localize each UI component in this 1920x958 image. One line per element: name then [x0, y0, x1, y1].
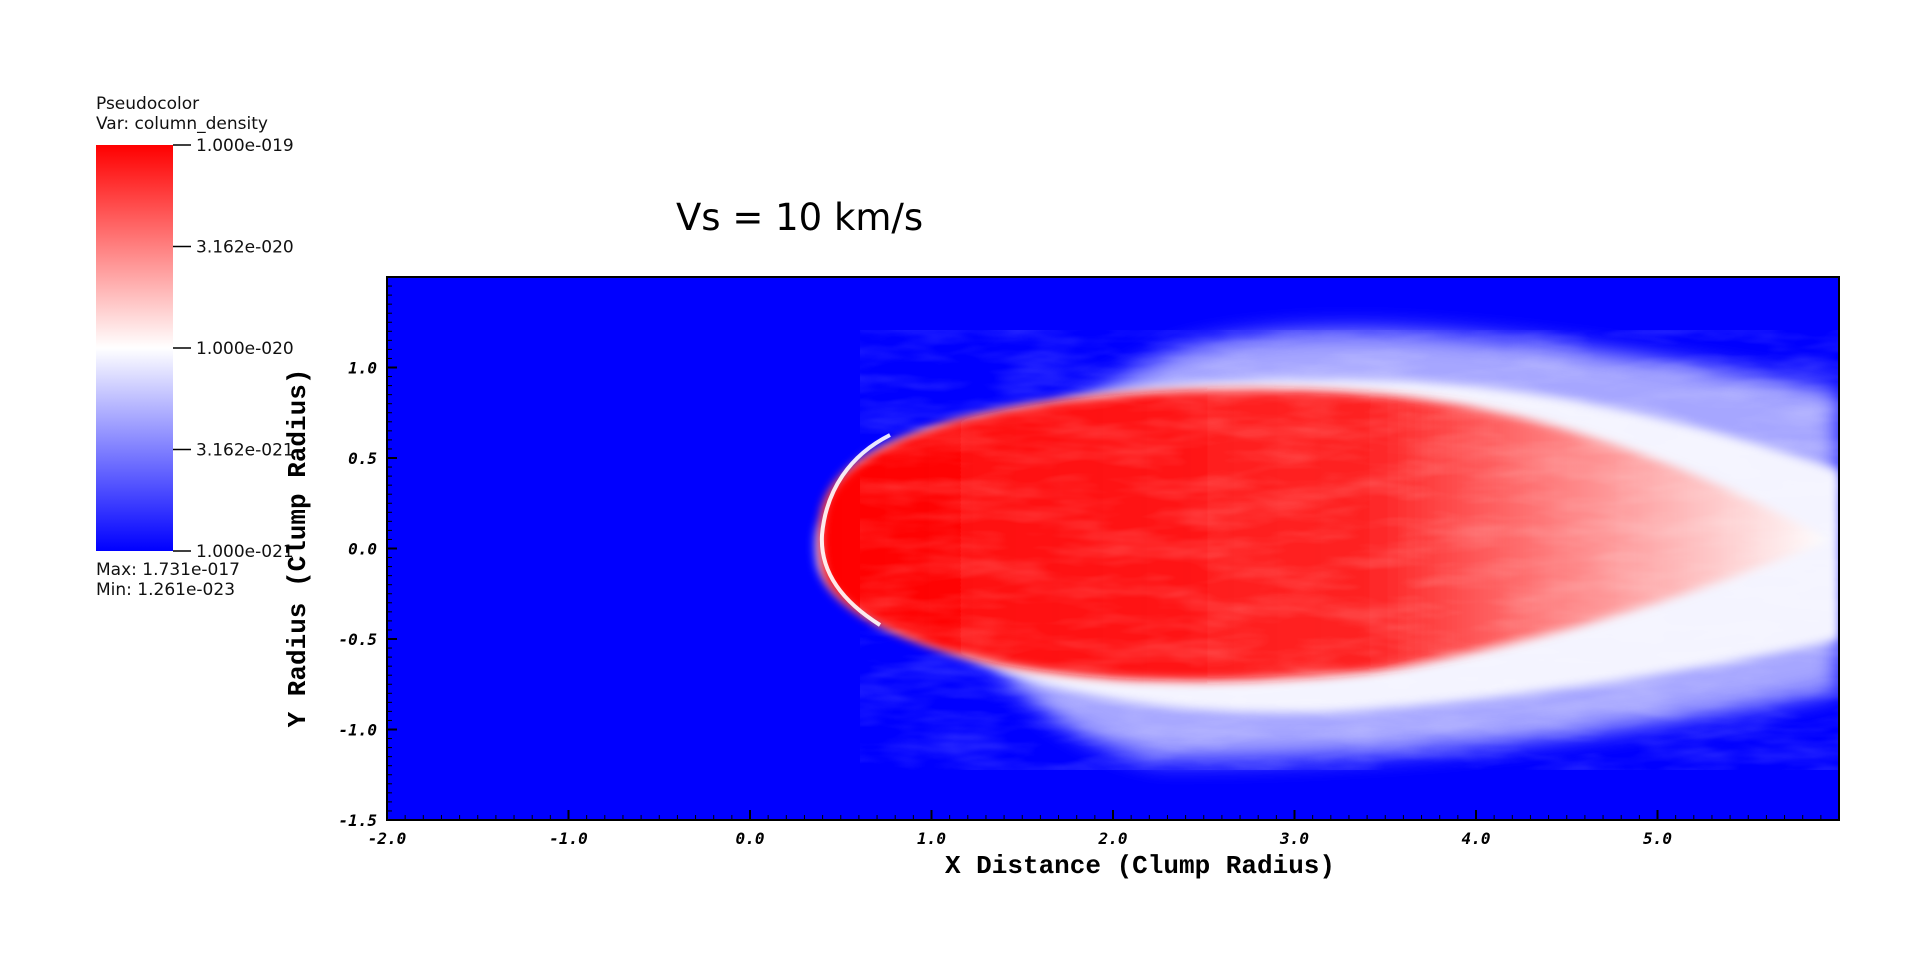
- colorbar-gradient: [96, 145, 173, 551]
- legend-max: Max: 1.731e-017: [96, 560, 240, 580]
- x-tick-label: 0.0: [736, 829, 765, 848]
- colorbar-tick-label: 1.000e-019: [196, 136, 294, 156]
- legend-plot-type: Pseudocolor: [96, 94, 200, 114]
- y-tick-label: 0.0: [348, 540, 377, 559]
- x-tick-label: 5.0: [1643, 829, 1672, 848]
- y-axis-title: Y Radius (Clump Radius): [283, 369, 313, 728]
- x-tick-label: 1.0: [917, 829, 946, 848]
- colorbar-tick-label: 1.000e-021: [196, 542, 294, 562]
- colorbar-tick-label: 3.162e-021: [196, 441, 294, 461]
- y-tick-label: 1.0: [348, 359, 377, 378]
- legend-min: Min: 1.261e-023: [96, 580, 236, 600]
- y-tick-label: -0.5: [338, 630, 377, 649]
- legend-variable: Var: column_density: [96, 114, 268, 134]
- y-tick-label: 0.5: [348, 449, 377, 468]
- y-tick-label: -1.0: [338, 721, 377, 740]
- colorbar-tick-label: 1.000e-020: [196, 339, 294, 359]
- x-tick-label: 2.0: [1098, 829, 1128, 848]
- colorbar: 1.000e-019 3.162e-020 1.000e-020 3.162e-021…: [96, 136, 294, 562]
- x-tick-label: -1.0: [549, 829, 588, 848]
- x-tick-label: 3.0: [1279, 829, 1309, 848]
- heatmap-image: [387, 277, 1839, 820]
- x-axis-title: X Distance (Clump Radius): [945, 851, 1335, 881]
- y-tick-label: -1.5: [338, 811, 377, 830]
- colorbar-tick-label: 3.162e-020: [196, 238, 294, 258]
- chart-title: Vs = 10 km/s: [676, 196, 924, 239]
- x-tick-label: 4.0: [1462, 829, 1491, 848]
- x-tick-label: -2.0: [368, 829, 407, 848]
